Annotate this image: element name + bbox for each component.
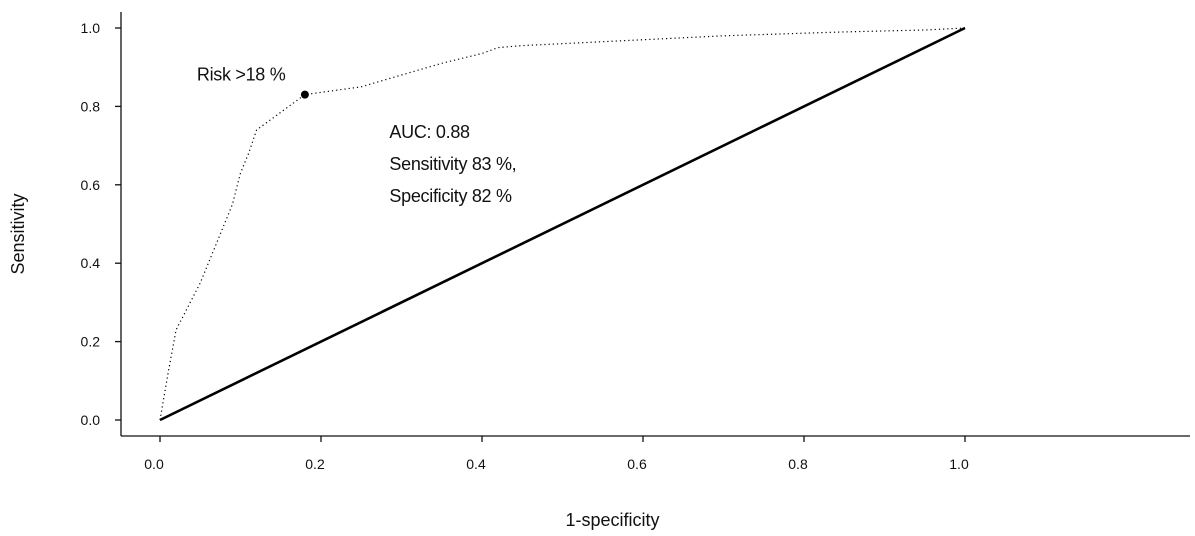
y-axis-ticks: 0.0 0.2 0.4 0.6 0.8 1.0 (81, 20, 121, 428)
y-tick-label: 0.0 (81, 412, 101, 428)
x-tick-label: 0.4 (466, 456, 486, 472)
x-tick-label: 0.6 (627, 456, 647, 472)
y-tick-label: 0.2 (81, 334, 101, 350)
cutoff-marker-label: Risk >18 % (197, 65, 286, 85)
x-axis-title: 1-specificity (565, 510, 659, 530)
x-tick-label: 0.2 (305, 456, 325, 472)
roc-curve-line (159, 27, 966, 421)
y-axis-title: Sensitivity (8, 193, 28, 274)
x-tick-label: 1.0 (949, 456, 969, 472)
y-tick-label: 0.8 (81, 98, 101, 114)
y-tick-label: 1.0 (81, 20, 101, 36)
x-tick-label: 0.8 (788, 456, 808, 472)
y-tick-label: 0.4 (81, 255, 101, 271)
y-tick-label: 0.6 (81, 177, 101, 193)
x-tick-label: 0.0 (144, 456, 164, 472)
specificity-annotation: Specificity 82 % (389, 186, 512, 206)
reference-diagonal-line (159, 26, 966, 422)
sensitivity-annotation: Sensitivity 83 %, (389, 154, 516, 174)
auc-annotation: AUC: 0.88 (389, 122, 470, 142)
cutoff-marker-point (300, 90, 309, 99)
x-axis-ticks: 0.0 0.2 0.4 0.6 0.8 1.0 (144, 436, 969, 472)
